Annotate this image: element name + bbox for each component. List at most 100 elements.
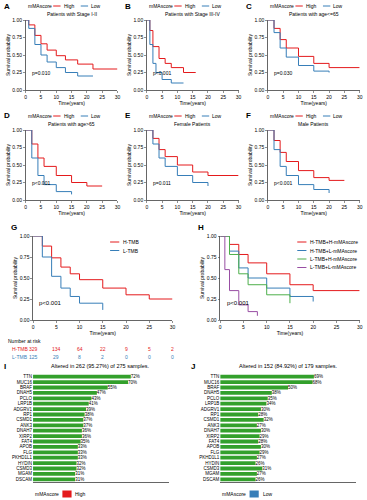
svg-text:H: H (198, 223, 204, 232)
svg-text:H-TMB: H-TMB (12, 346, 28, 352)
svg-text:0: 0 (219, 324, 222, 330)
svg-text:LRP1B: LRP1B (18, 401, 32, 406)
svg-text:30: 30 (357, 324, 363, 330)
svg-text:D: D (4, 111, 10, 120)
svg-text:Survival probability: Survival probability (199, 257, 205, 299)
svg-text:Low: Low (212, 113, 222, 119)
svg-text:PCLO: PCLO (20, 396, 33, 401)
svg-text:30: 30 (115, 94, 121, 100)
svg-text:F: F (246, 111, 251, 120)
svg-text:E: E (125, 111, 131, 120)
svg-text:Survival probability: Survival probability (126, 34, 132, 76)
svg-text:15: 15 (69, 204, 75, 210)
svg-text:50%: 50% (288, 385, 297, 390)
svg-text:FLG: FLG (210, 450, 219, 455)
svg-text:PCLO: PCLO (207, 396, 220, 401)
svg-text:0.50: 0.50 (255, 52, 265, 58)
svg-text:Patients with Stage I-II: Patients with Stage I-II (47, 11, 97, 17)
svg-text:0.75: 0.75 (255, 144, 265, 150)
svg-text:25: 25 (334, 324, 340, 330)
svg-text:10: 10 (296, 204, 302, 210)
svg-text:0.50: 0.50 (255, 162, 265, 168)
svg-text:Survival probability: Survival probability (12, 257, 18, 299)
svg-text:Time(years): Time(years) (301, 210, 328, 216)
svg-text:25: 25 (220, 94, 226, 100)
svg-text:0.25: 0.25 (20, 296, 30, 302)
svg-text:30: 30 (357, 94, 363, 100)
svg-text:0.25: 0.25 (12, 69, 22, 75)
svg-text:mMAscore: mMAscore (270, 113, 294, 119)
svg-text:30%: 30% (261, 428, 270, 433)
svg-text:33%: 33% (78, 444, 87, 449)
svg-text:35%: 35% (81, 439, 90, 444)
svg-text:DNAH5: DNAH5 (204, 390, 220, 395)
svg-text:31%: 31% (75, 471, 84, 476)
svg-text:Number at risk: Number at risk (8, 338, 41, 344)
svg-text:10: 10 (77, 324, 83, 330)
svg-text:RP1: RP1 (210, 412, 219, 417)
svg-text:15: 15 (287, 324, 293, 330)
svg-text:32%: 32% (76, 466, 85, 471)
svg-text:0.75: 0.75 (12, 144, 22, 150)
svg-text:0.25: 0.25 (133, 179, 143, 185)
svg-text:25: 25 (146, 324, 152, 330)
svg-text:H-TMB: H-TMB (123, 239, 139, 245)
svg-text:26%: 26% (256, 461, 265, 466)
svg-text:0.00: 0.00 (133, 87, 143, 93)
svg-text:Patients with age>65: Patients with age>65 (48, 121, 95, 127)
svg-text:CSMD3: CSMD3 (16, 466, 32, 471)
svg-text:26%: 26% (256, 477, 265, 482)
svg-text:CSMD1: CSMD1 (203, 417, 219, 422)
svg-text:20: 20 (326, 204, 332, 210)
svg-text:RP1: RP1 (23, 412, 32, 417)
svg-text:0: 0 (145, 204, 148, 210)
svg-text:DSCAM: DSCAM (203, 477, 220, 482)
svg-text:20: 20 (84, 94, 90, 100)
svg-text:DNAH7: DNAH7 (204, 428, 220, 433)
svg-text:H-TMB+L-mMAscore: H-TMB+L-mMAscore (310, 248, 357, 254)
svg-text:25: 25 (99, 94, 105, 100)
svg-text:DNAH7: DNAH7 (17, 428, 33, 433)
svg-text:p=0.010: p=0.010 (32, 70, 50, 76)
svg-text:0.25: 0.25 (207, 296, 217, 302)
svg-text:30: 30 (115, 204, 121, 210)
svg-text:High: High (75, 491, 86, 497)
svg-text:10: 10 (53, 204, 59, 210)
svg-text:MGAM: MGAM (18, 471, 32, 476)
svg-text:25: 25 (220, 204, 226, 210)
svg-text:High: High (64, 113, 75, 119)
svg-text:0.75: 0.75 (133, 34, 143, 40)
svg-text:39%: 39% (86, 407, 95, 412)
svg-text:64: 64 (77, 346, 83, 352)
svg-text:Patients with Stage III-IV: Patients with Stage III-IV (165, 11, 220, 17)
svg-text:25: 25 (342, 94, 348, 100)
svg-text:ADGRV1: ADGRV1 (14, 407, 33, 412)
svg-text:0.25: 0.25 (255, 179, 265, 185)
svg-text:41%: 41% (89, 401, 98, 406)
svg-text:20: 20 (123, 324, 129, 330)
svg-text:0: 0 (267, 94, 270, 100)
svg-text:0.50: 0.50 (12, 52, 22, 58)
svg-text:30: 30 (357, 204, 363, 210)
svg-text:15: 15 (190, 94, 196, 100)
svg-text:0.00: 0.00 (255, 197, 265, 203)
svg-text:34%: 34% (266, 401, 275, 406)
svg-text:Low: Low (333, 113, 343, 119)
svg-text:Time(years): Time(years) (179, 100, 206, 106)
svg-text:C: C (246, 2, 252, 11)
svg-text:27%: 27% (257, 423, 266, 428)
svg-text:134: 134 (52, 346, 61, 352)
svg-text:Low: Low (91, 3, 101, 9)
svg-text:28%: 28% (258, 439, 267, 444)
svg-text:MUC16: MUC16 (17, 380, 33, 385)
svg-text:Survival probability: Survival probability (247, 144, 253, 186)
svg-text:2: 2 (171, 346, 174, 352)
svg-text:p<0.001: p<0.001 (227, 300, 250, 306)
svg-text:XIRP2: XIRP2 (206, 434, 220, 439)
svg-text:25: 25 (342, 204, 348, 210)
svg-text:J: J (191, 362, 195, 371)
svg-text:Patients with age<=65: Patients with age<=65 (289, 11, 339, 17)
svg-text:HYDIN: HYDIN (18, 461, 32, 466)
svg-text:38%: 38% (85, 412, 94, 417)
svg-text:mMAscore: mMAscore (149, 113, 173, 119)
